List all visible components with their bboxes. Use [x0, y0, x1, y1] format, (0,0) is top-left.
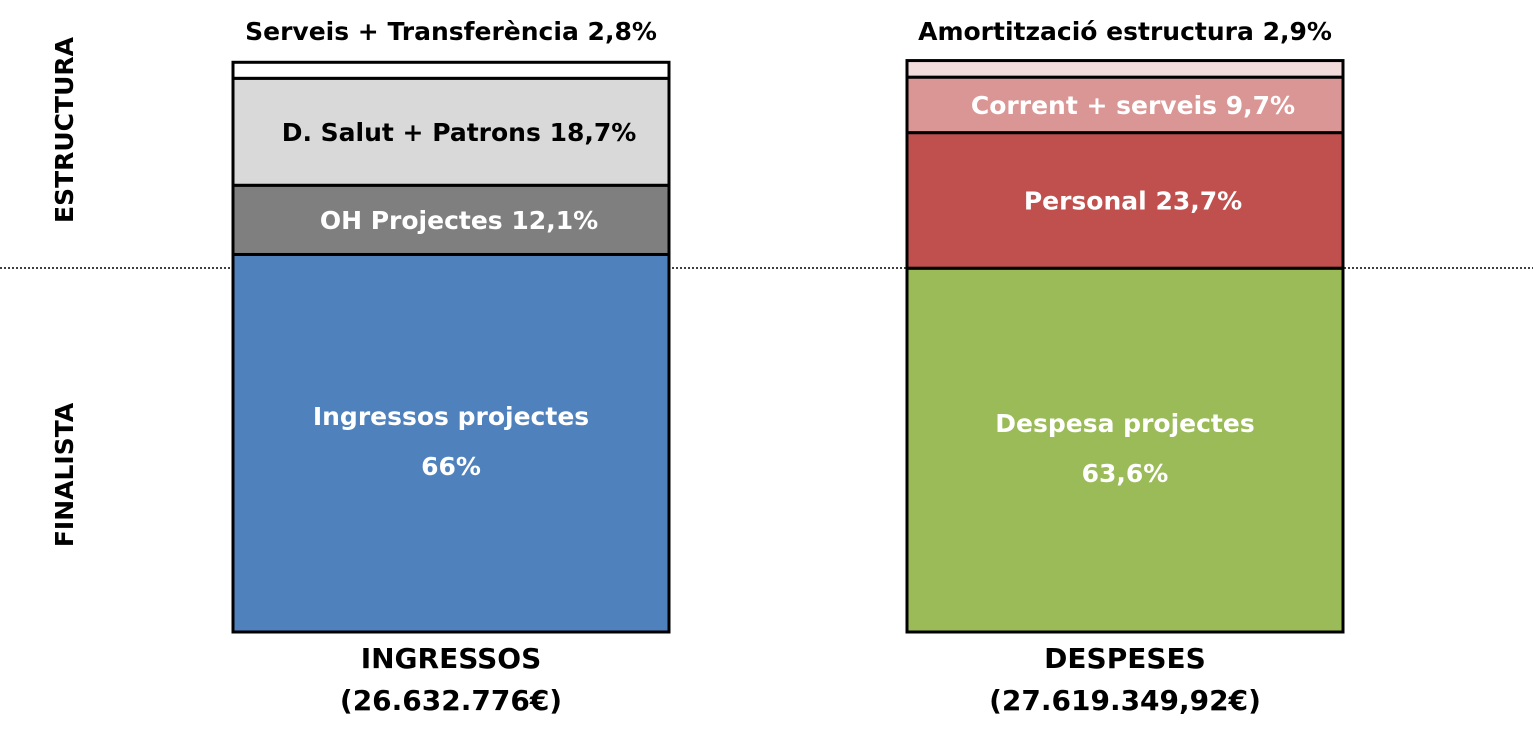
- segment-label: D. Salut + Patrons 18,7%: [282, 118, 637, 147]
- segment-name: Corrent + serveis: [971, 91, 1217, 120]
- category-label: INGRESSOS: [361, 642, 542, 675]
- bar-segment: [905, 75, 1345, 135]
- segment-value: 2,9%: [1263, 17, 1332, 46]
- segment-label: Amortització estructura 2,9%: [918, 17, 1332, 46]
- segment-label: OH Projectes 12,1%: [320, 206, 598, 235]
- bar-segment: [905, 266, 1345, 634]
- segment-label: Corrent + serveis 9,7%: [971, 91, 1295, 120]
- bar-segment: [905, 131, 1345, 270]
- segment-value: 63,6%: [1082, 459, 1169, 488]
- segment-name: Serveis + Transferència: [245, 17, 579, 46]
- group-label: ESTRUCTURA: [50, 36, 79, 223]
- segment-label: Personal 23,7%: [1024, 186, 1242, 215]
- bar-segment: [231, 60, 671, 80]
- segment-value: 2,8%: [588, 17, 657, 46]
- segment-value: 66%: [421, 452, 481, 481]
- segment-name: Personal: [1024, 186, 1147, 215]
- category-label: DESPESES: [1044, 642, 1206, 675]
- segment-label: Serveis + Transferència 2,8%: [245, 17, 657, 46]
- category-total: (27.619.349,92€): [989, 684, 1261, 717]
- segment-name: Amortització estructura: [918, 17, 1254, 46]
- segment-name: Despesa projectes: [995, 409, 1254, 438]
- segment-name: D. Salut + Patrons: [282, 118, 541, 147]
- segment-value: 18,7%: [550, 118, 637, 147]
- bar-segment: [231, 76, 671, 187]
- segment-label: Despesa projectes 63,6%: [995, 409, 1254, 488]
- bar-segment: [905, 59, 1345, 79]
- segment-value: 12,1%: [511, 206, 598, 235]
- segment-name: Ingressos projectes: [313, 402, 589, 431]
- group-label: FINALISTA: [50, 402, 79, 547]
- segment-value: 9,7%: [1226, 91, 1295, 120]
- segment-value: 23,7%: [1155, 186, 1242, 215]
- bar-segment: [231, 252, 671, 634]
- segment-label: Ingressos projectes 66%: [313, 402, 589, 481]
- category-total: (26.632.776€): [340, 684, 562, 717]
- segment-name: OH Projectes: [320, 206, 503, 235]
